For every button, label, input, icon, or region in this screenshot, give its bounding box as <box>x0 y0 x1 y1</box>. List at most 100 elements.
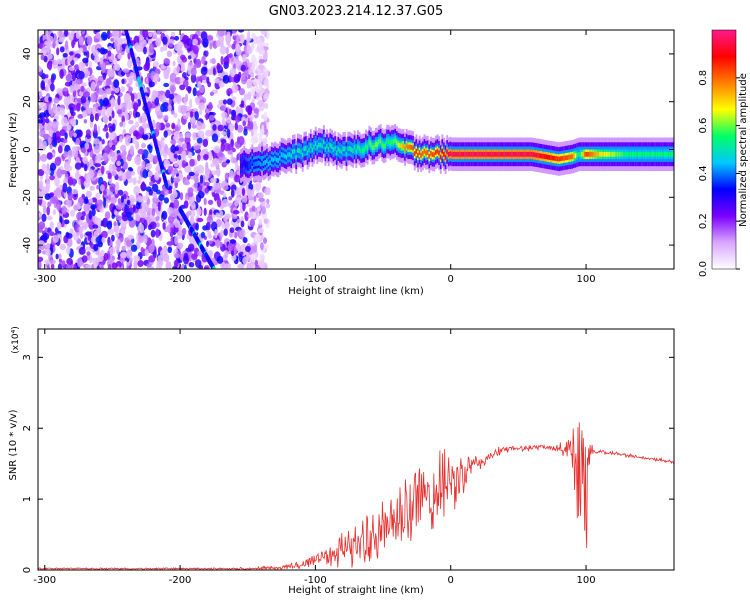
noise-speck <box>173 186 176 195</box>
noise-speck <box>143 234 148 244</box>
noise-speck <box>143 46 147 55</box>
noise-speck <box>147 72 151 79</box>
noise-speck <box>162 222 166 230</box>
noise-speck <box>80 216 85 221</box>
noise-speck <box>229 239 237 245</box>
noise-speck <box>93 244 99 252</box>
noise-speck <box>135 141 140 150</box>
noise-speck <box>74 162 82 170</box>
noise-speck <box>38 212 43 218</box>
noise-speck <box>238 30 245 33</box>
noise-speck <box>260 242 264 251</box>
noise-speck <box>190 73 197 83</box>
noise-speck <box>137 179 142 185</box>
noise-speck <box>250 253 257 261</box>
track-segment <box>629 151 632 157</box>
noise-speck <box>47 201 52 208</box>
colorbar: 0.0 0.2 0.4 0.6 0.8 Normalized spectral ampl… <box>698 29 749 277</box>
noise-speck <box>213 145 221 154</box>
noise-speck <box>135 111 141 118</box>
snr-frame <box>37 328 675 571</box>
x-tick-label: -300 <box>33 575 56 586</box>
track-segment <box>300 149 303 155</box>
noise-speck <box>71 39 75 49</box>
snr-scale-label: (x10⁴) <box>11 326 21 353</box>
noise-speck <box>113 221 117 227</box>
noise-speck <box>92 106 97 115</box>
noise-speck <box>109 240 113 247</box>
track-segment <box>311 147 314 153</box>
noise-speck <box>85 129 91 137</box>
noise-speck <box>128 86 133 93</box>
noise-speck <box>83 203 90 213</box>
track-segment <box>608 151 611 157</box>
noise-speck <box>66 246 71 255</box>
noise-speck <box>82 110 88 118</box>
noise-speck <box>249 211 254 218</box>
noise-speck <box>224 172 229 181</box>
noise-speck <box>197 130 205 137</box>
noise-speck <box>244 211 249 222</box>
noise-speck <box>42 140 47 150</box>
track-segment <box>475 151 478 157</box>
noise-speck <box>222 156 227 162</box>
track-segment <box>425 150 428 156</box>
noise-speck <box>65 40 69 51</box>
noise-speck <box>57 263 62 269</box>
noise-speck <box>170 144 176 154</box>
track-segment <box>353 144 356 150</box>
noise-speck <box>99 57 104 65</box>
track-segment <box>511 151 514 157</box>
noise-speck <box>265 203 271 209</box>
noise-speck <box>180 66 186 72</box>
track-segment <box>636 151 639 157</box>
noise-speck <box>210 66 214 76</box>
noise-speck <box>82 57 89 64</box>
noise-speck <box>142 30 148 38</box>
noise-speck <box>193 63 198 70</box>
noise-speck <box>141 160 146 168</box>
noise-speck <box>251 137 256 145</box>
noise-speck <box>40 153 47 162</box>
track-segment <box>457 151 460 157</box>
noise-speck <box>65 74 73 82</box>
track-segment <box>548 155 551 160</box>
noise-speck <box>239 230 245 240</box>
noise-speck <box>185 93 188 103</box>
x-tick-label: 0 <box>448 274 454 285</box>
noise-speck <box>47 35 54 43</box>
noise-speck <box>262 52 268 60</box>
track-segment <box>397 142 400 148</box>
y-tick-label: 1 <box>22 496 33 502</box>
track-segment <box>496 151 499 157</box>
noise-speck <box>107 228 115 235</box>
noise-speck <box>181 160 186 169</box>
noise-speck <box>109 183 116 193</box>
track-segment <box>504 151 507 157</box>
noise-speck <box>231 84 239 93</box>
noise-speck <box>73 263 77 269</box>
track-segment <box>641 151 644 157</box>
track-segment <box>420 152 423 158</box>
track-segment <box>598 151 601 157</box>
track-segment <box>657 151 660 157</box>
noise-speck <box>196 217 204 223</box>
noise-speck <box>110 196 117 204</box>
colorbar-tick-label: 0.8 <box>698 70 709 86</box>
noise-speck <box>192 38 198 46</box>
track-segment <box>495 151 497 157</box>
noise-speck <box>151 183 159 193</box>
noise-speck <box>42 205 47 214</box>
track-segment <box>303 146 306 152</box>
noise-speck <box>203 154 209 161</box>
track-segment <box>329 142 332 148</box>
noise-speck <box>42 232 50 240</box>
noise-speck <box>259 128 265 135</box>
noise-speck <box>126 240 133 247</box>
x-tick-label: 100 <box>576 274 595 285</box>
noise-speck <box>80 175 84 186</box>
noise-speck <box>209 209 213 216</box>
noise-speck <box>225 30 233 33</box>
x-tick-label: 0 <box>448 575 454 586</box>
track-segment <box>417 153 419 158</box>
